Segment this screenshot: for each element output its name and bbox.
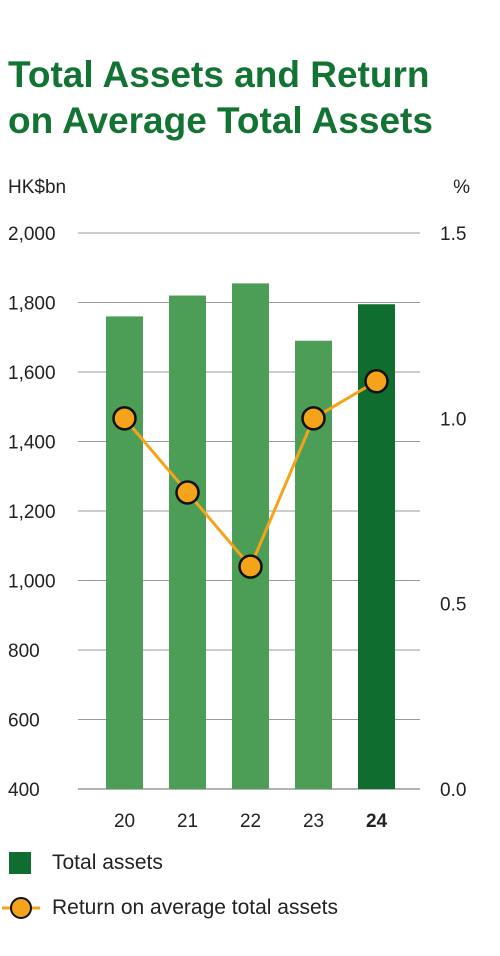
right-axis-unit: % — [453, 177, 470, 198]
left-tick-label: 1,000 — [8, 572, 56, 593]
x-tick-label: 24 — [366, 811, 388, 832]
bar-20 — [106, 316, 144, 789]
return-point-21 — [175, 480, 200, 505]
right-tick-label: 1.5 — [440, 224, 466, 245]
x-tick-label: 20 — [114, 811, 135, 832]
bar-21 — [169, 295, 207, 789]
left-tick-label: 1,600 — [8, 363, 56, 384]
legend-swatch-total-assets — [9, 852, 31, 874]
legend-label-return: Return on average total assets — [52, 896, 339, 919]
chart-title-line-1: Total Assets and Return — [8, 54, 430, 95]
left-tick-label: 1,800 — [8, 294, 56, 315]
left-tick-label: 2,000 — [8, 224, 56, 245]
left-axis-unit: HK$bn — [8, 177, 66, 198]
return-point-24 — [364, 369, 389, 394]
x-tick-label: 22 — [240, 811, 261, 832]
left-tick-label: 1,200 — [8, 502, 56, 523]
return-point-20 — [112, 406, 137, 431]
return-point-22 — [238, 554, 263, 579]
x-tick-label: 21 — [177, 811, 198, 832]
left-tick-label: 600 — [8, 711, 40, 732]
left-tick-label: 400 — [8, 780, 40, 801]
legend-label-total-assets: Total assets — [52, 851, 163, 874]
right-tick-label: 1.0 — [440, 409, 466, 430]
x-tick-label: 23 — [303, 811, 324, 832]
left-tick-label: 1,400 — [8, 433, 56, 454]
chart-title: Total Assets and Return on Average Total… — [8, 52, 492, 144]
return-point-23 — [301, 406, 326, 431]
right-tick-label: 0.0 — [440, 780, 466, 801]
left-tick-label: 800 — [8, 641, 40, 662]
legend-swatch-return — [2, 897, 40, 919]
chart-title-line-2: on Average Total Assets — [8, 100, 433, 141]
right-tick-label: 0.5 — [440, 595, 466, 616]
